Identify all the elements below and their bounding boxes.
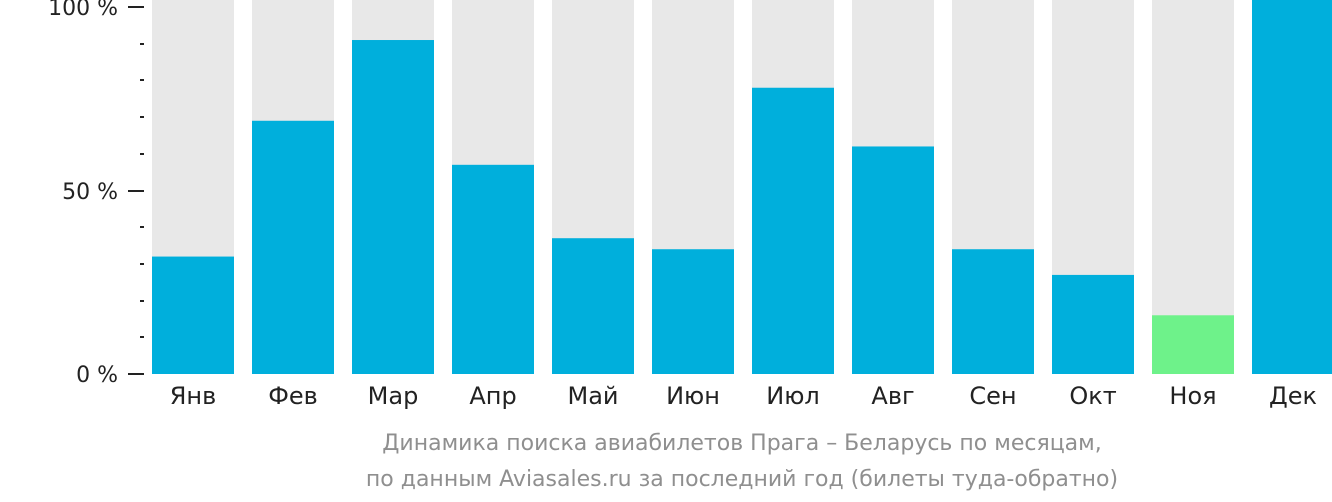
x-tick-label: Июл <box>766 382 820 410</box>
bar <box>152 256 234 374</box>
chart-caption-line-2: по данным Aviasales.ru за последний год … <box>365 467 1119 492</box>
bar <box>1052 274 1134 374</box>
x-tick-label: Ноя <box>1169 382 1216 410</box>
bar <box>952 249 1034 374</box>
x-tick-label: Сен <box>969 382 1016 410</box>
x-tick-label: Фев <box>268 382 318 410</box>
x-tick-label: Окт <box>1069 382 1116 410</box>
x-tick-label: Июн <box>666 382 720 410</box>
bar <box>452 164 534 374</box>
y-tick-label: 0 % <box>76 363 118 388</box>
bar-track <box>1152 0 1234 374</box>
bar <box>1252 0 1332 374</box>
bar <box>652 249 734 374</box>
chart-caption-line-1: Динамика поиска авиабилетов Прага – Бела… <box>382 431 1102 456</box>
y-tick-label: 100 % <box>48 0 118 21</box>
bar <box>1152 315 1234 374</box>
x-tick-label: Дек <box>1269 382 1317 410</box>
x-tick-label: Май <box>567 382 618 410</box>
bar <box>852 146 934 374</box>
bar <box>352 40 434 374</box>
bar <box>752 87 834 375</box>
x-tick-label: Апр <box>469 382 516 410</box>
y-tick-label: 50 % <box>62 180 118 205</box>
bar <box>552 238 634 374</box>
x-tick-label: Авг <box>871 382 914 410</box>
x-tick-label: Мар <box>368 382 419 410</box>
x-tick-label: Янв <box>170 382 217 410</box>
bar <box>252 120 334 375</box>
